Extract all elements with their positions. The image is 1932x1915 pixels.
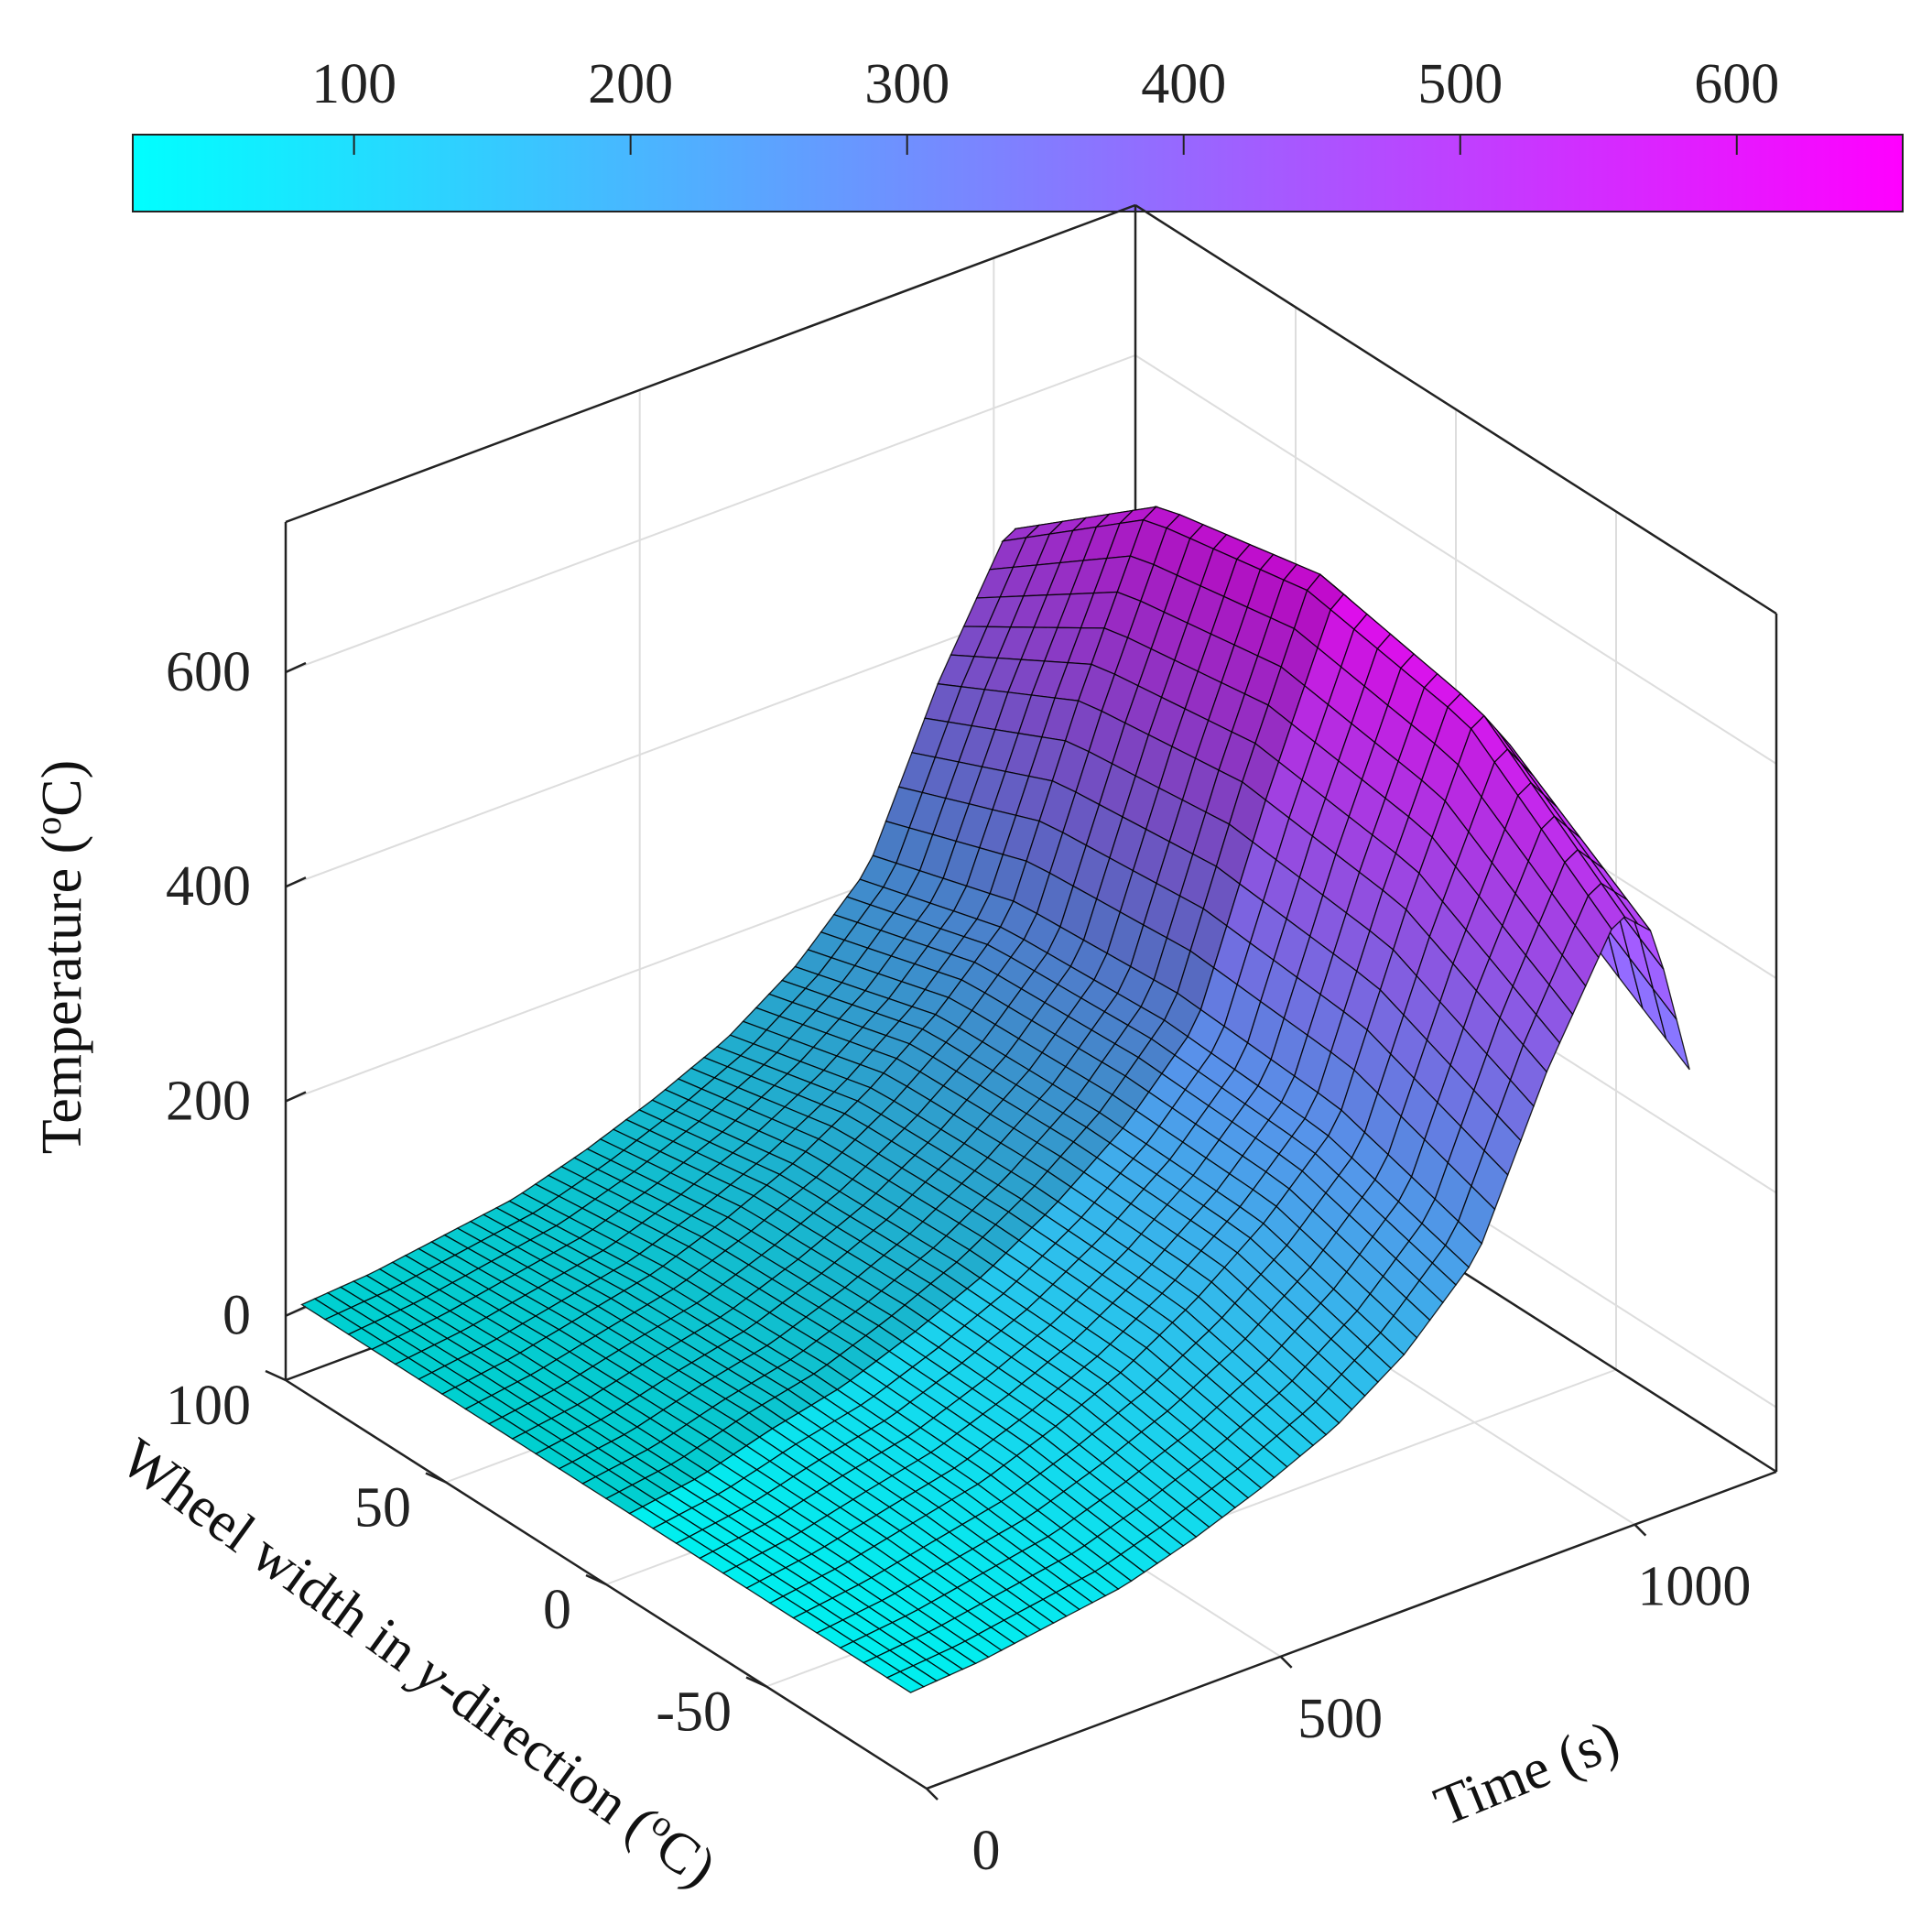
z-tick bbox=[285, 876, 307, 888]
colorbar-tick-label: 600 bbox=[1694, 53, 1779, 115]
y-tick bbox=[745, 1676, 767, 1688]
z-tick-label: 200 bbox=[166, 1070, 251, 1132]
colorbar-tick-label: 400 bbox=[1141, 53, 1226, 115]
x-axis-title: Time (s) bbox=[1427, 1709, 1628, 1839]
x-tick-label: 500 bbox=[1297, 1688, 1383, 1750]
y-tick-label: 100 bbox=[166, 1375, 251, 1437]
colorbar-tick-label: 100 bbox=[311, 53, 396, 115]
colorbar-tick-label: 500 bbox=[1417, 53, 1503, 115]
colorbar-tick-label: 200 bbox=[588, 53, 673, 115]
colorbar-tick-label: 300 bbox=[864, 53, 950, 115]
colorbar-gradient bbox=[132, 134, 1904, 212]
y-tick-label: 0 bbox=[543, 1579, 571, 1641]
x-tick bbox=[1279, 1655, 1293, 1669]
z-axis-title: Temperature (oC) bbox=[27, 760, 93, 1155]
colorbar: 100 200 300 400 500 600 bbox=[132, 53, 1904, 212]
x-tick bbox=[926, 1788, 939, 1801]
z-tick bbox=[285, 661, 307, 674]
z-tick-label: 600 bbox=[166, 641, 251, 703]
z-tick-label: 400 bbox=[166, 855, 251, 918]
x-tick bbox=[1634, 1523, 1647, 1537]
x-tick-label: 0 bbox=[972, 1820, 1001, 1882]
axes-edge bbox=[1134, 203, 1777, 615]
y-tick bbox=[265, 1369, 287, 1382]
x-tick-label: 1000 bbox=[1637, 1556, 1751, 1618]
axes-edge bbox=[285, 203, 1136, 524]
z-tick-label: 0 bbox=[223, 1285, 251, 1347]
surface-patch bbox=[885, 1670, 926, 1693]
y-tick-label: -50 bbox=[656, 1681, 732, 1744]
y-tick bbox=[585, 1573, 607, 1586]
y-tick bbox=[425, 1472, 447, 1484]
colorbar-ticks: 100 200 300 400 500 600 bbox=[311, 53, 1779, 155]
y-tick-label: 50 bbox=[354, 1477, 411, 1540]
z-tick bbox=[285, 1305, 307, 1317]
z-tick bbox=[285, 1091, 307, 1103]
temperature-surface bbox=[300, 506, 1690, 1693]
